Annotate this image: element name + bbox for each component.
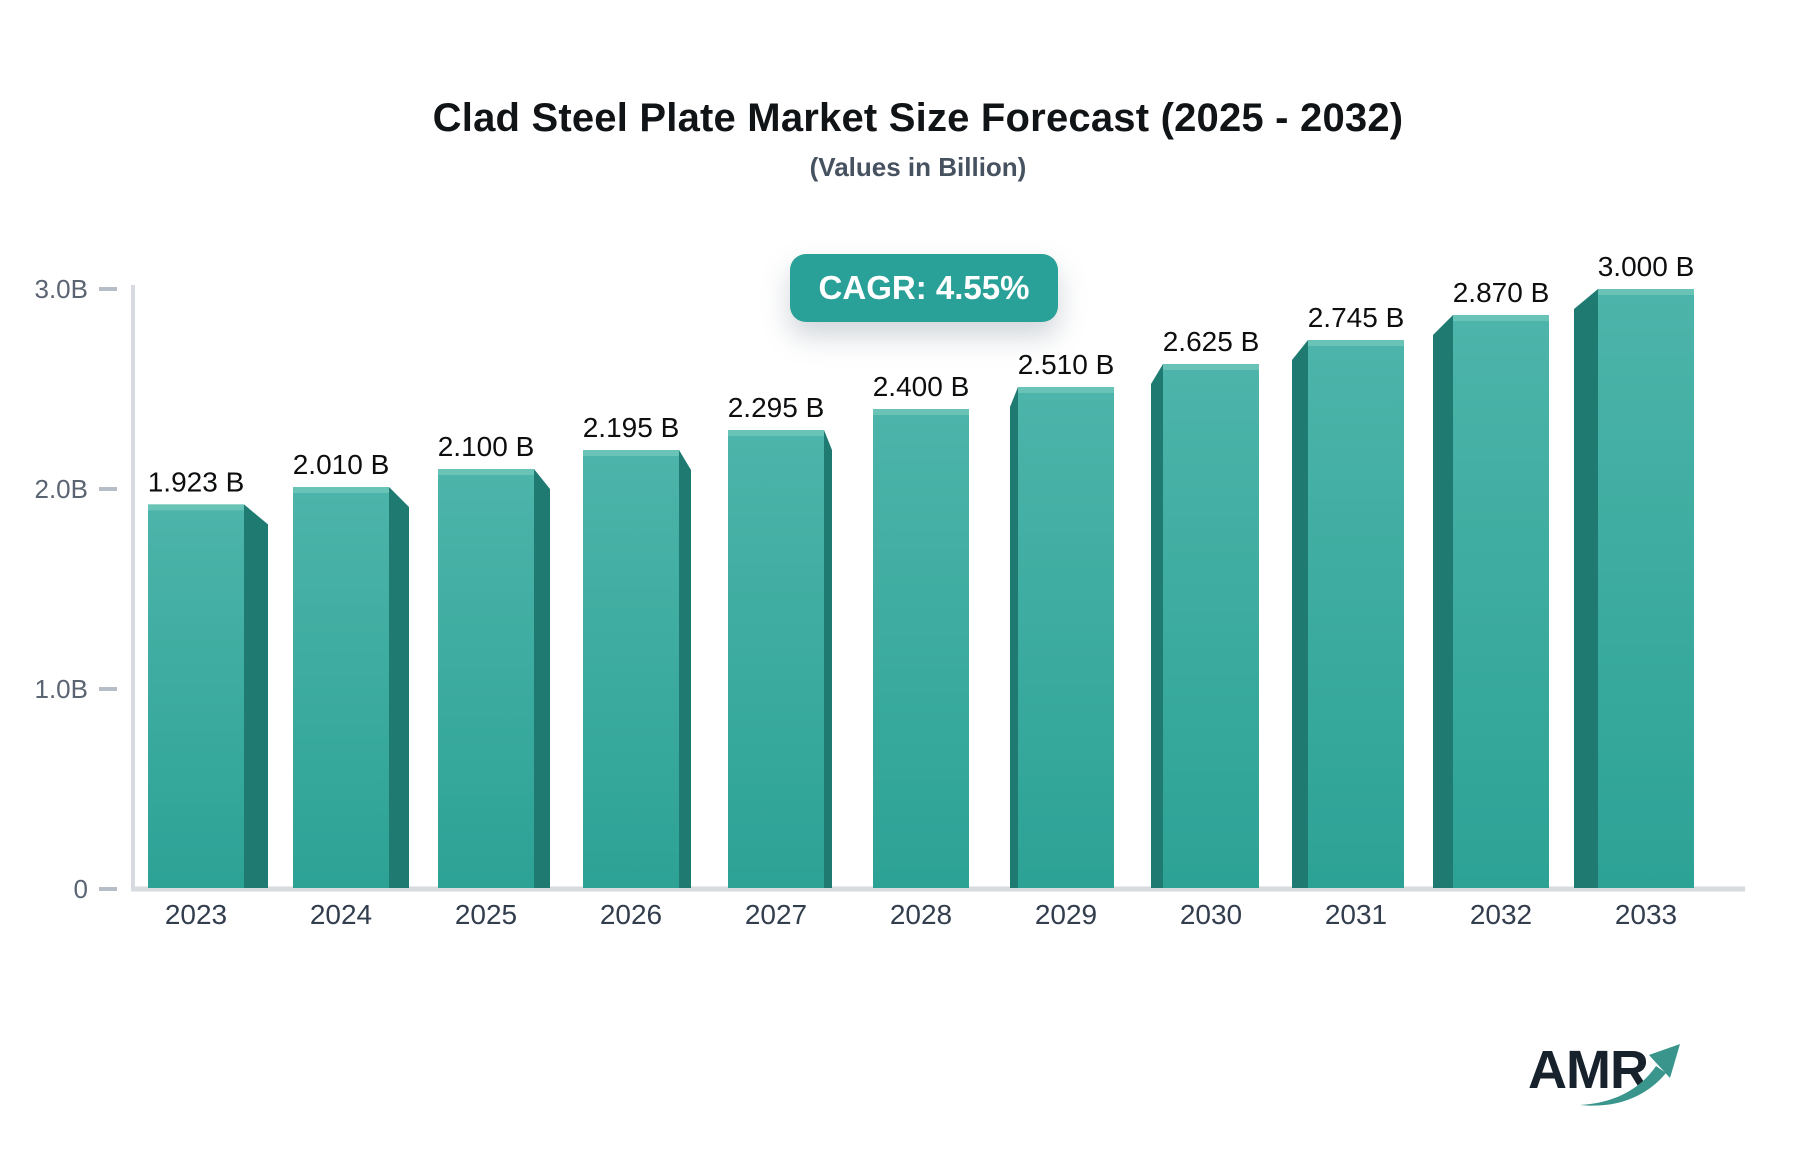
bar-top-highlight [1308, 340, 1404, 346]
bar-value-label: 2.625 B [1163, 326, 1260, 357]
axes: 0 1.0B 2.0B 3.0B [35, 274, 1745, 904]
bar-side-face [1574, 289, 1598, 888]
bar-front-face [1308, 340, 1404, 888]
bar-2028: 2.400 B 2028 [873, 371, 970, 930]
bar-side-face [389, 487, 409, 888]
bar-front-face [873, 409, 969, 888]
bar-front-face [293, 487, 389, 888]
bar-2033: 3.000 B 2033 [1574, 251, 1694, 930]
bar-side-face [244, 504, 268, 888]
amr-logo-arrowhead-icon [1649, 1044, 1680, 1078]
x-axis-year-label: 2023 [165, 899, 227, 930]
bar-side-face [534, 469, 550, 888]
bar-side-face [824, 430, 832, 888]
bar-top-highlight [438, 469, 534, 475]
bar-2031: 2.745 B 2031 [1292, 302, 1404, 930]
bar-top-highlight [583, 450, 679, 456]
bar-top-highlight [873, 409, 969, 415]
bar-2024: 2.010 B 2024 [293, 449, 409, 930]
bar-front-face [583, 450, 679, 888]
bar-2032: 2.870 B 2032 [1433, 277, 1549, 930]
bar-front-face [1598, 289, 1694, 888]
y-tick-label: 3.0B [35, 274, 89, 304]
bar-2023: 1.923 B 2023 [148, 466, 268, 930]
x-axis-year-label: 2027 [745, 899, 807, 930]
bar-front-face [1018, 387, 1114, 888]
bar-top-highlight [1163, 364, 1259, 370]
cagr-badge: CAGR: 4.55% [790, 254, 1058, 322]
bar-value-label: 1.923 B [148, 466, 245, 497]
bar-front-face [728, 430, 824, 888]
bar-2026: 2.195 B 2026 [583, 412, 691, 930]
bar-value-label: 2.745 B [1308, 302, 1405, 333]
bar-side-face [679, 450, 691, 888]
bar-value-label: 2.100 B [438, 431, 535, 462]
amr-logo-arrow-icon [1580, 1066, 1666, 1106]
bar-top-highlight [1598, 289, 1694, 295]
x-axis-year-label: 2024 [310, 899, 372, 930]
bar-top-highlight [728, 430, 824, 436]
bar-2025: 2.100 B 2025 [438, 431, 550, 930]
bar-value-label: 2.510 B [1018, 349, 1115, 380]
bar-value-label: 3.000 B [1598, 251, 1695, 282]
bar-front-face [1163, 364, 1259, 888]
amr-logo-text: AMR [1528, 1040, 1648, 1100]
x-axis-year-label: 2033 [1615, 899, 1677, 930]
x-axis-year-label: 2026 [600, 899, 662, 930]
cagr-badge-label: CAGR: 4.55% [818, 269, 1030, 306]
x-axis-year-label: 2031 [1325, 899, 1387, 930]
bar-side-face [1433, 315, 1453, 888]
bar-front-face [438, 469, 534, 888]
bar-value-label: 2.295 B [728, 392, 825, 423]
bar-2027: 2.295 B 2027 [728, 392, 832, 930]
bar-top-highlight [293, 487, 389, 493]
x-axis-year-label: 2029 [1035, 899, 1097, 930]
bar-side-face [1010, 387, 1018, 888]
x-axis-year-label: 2028 [890, 899, 952, 930]
bar-front-face [1453, 315, 1549, 888]
y-tick-label: 0 [74, 874, 88, 904]
bar-top-highlight [148, 504, 244, 511]
x-axis-year-label: 2025 [455, 899, 517, 930]
bar-value-label: 2.870 B [1453, 277, 1550, 308]
amr-logo: AMR [1528, 1040, 1680, 1106]
page-title: Clad Steel Plate Market Size Forecast (2… [432, 96, 1404, 140]
x-axis-year-label: 2032 [1470, 899, 1532, 930]
bar-value-label: 2.195 B [583, 412, 680, 443]
bar-value-label: 2.010 B [293, 449, 390, 480]
bar-side-face [1151, 364, 1163, 888]
y-tick-label: 2.0B [35, 474, 89, 504]
bar-2030: 2.625 B 2030 [1151, 326, 1259, 930]
bar-top-highlight [1018, 387, 1114, 393]
bar-value-label: 2.400 B [873, 371, 970, 402]
page-subtitle: (Values in Billion) [809, 152, 1027, 182]
bar-2029: 2.510 B 2029 [1010, 349, 1114, 930]
bar-top-highlight [1453, 315, 1549, 321]
x-axis-year-label: 2030 [1180, 899, 1242, 930]
bar-front-face [148, 504, 244, 888]
y-tick-label: 1.0B [35, 674, 89, 704]
bar-side-face [1292, 340, 1308, 888]
